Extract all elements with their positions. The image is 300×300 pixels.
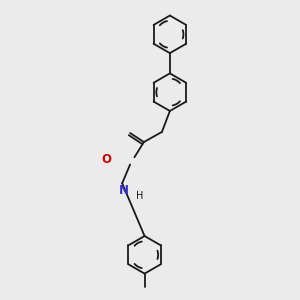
Text: O: O <box>102 153 112 166</box>
Text: N: N <box>119 184 129 197</box>
Text: H: H <box>136 191 144 201</box>
